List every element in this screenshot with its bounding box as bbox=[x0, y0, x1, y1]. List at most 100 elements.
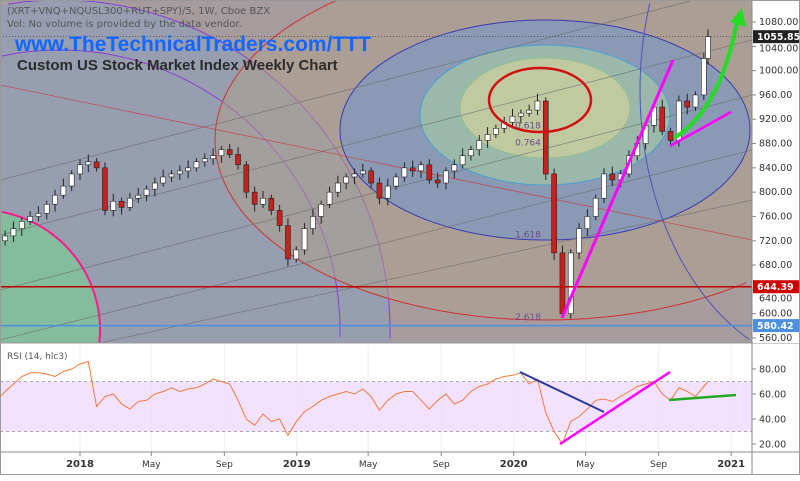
candle bbox=[493, 124, 499, 139]
candle bbox=[193, 158, 200, 172]
candle-body bbox=[285, 225, 291, 260]
fib-ellipse-right-outline bbox=[639, 3, 750, 340]
time-tick-label: May bbox=[142, 460, 161, 470]
candle bbox=[18, 217, 25, 236]
website-watermark: www.TheTechnicalTraders.com/TTT bbox=[15, 33, 371, 56]
candle bbox=[401, 162, 408, 182]
candle bbox=[35, 206, 42, 222]
price-tick-label: 680.00 bbox=[759, 260, 792, 271]
rsi-trendline-blue[interactable] bbox=[519, 371, 605, 413]
candle bbox=[218, 145, 225, 163]
candle bbox=[335, 175, 341, 198]
candle-body bbox=[692, 94, 699, 108]
candle-body bbox=[102, 167, 108, 211]
trendline-magenta-short[interactable] bbox=[669, 110, 732, 148]
candle-body bbox=[326, 191, 333, 205]
candle bbox=[68, 170, 75, 191]
candle bbox=[667, 127, 674, 146]
candle bbox=[77, 159, 83, 181]
price-tick-label: 600.00 bbox=[759, 309, 792, 320]
candle-body bbox=[484, 134, 491, 141]
rsi-axis[interactable]: 80.00 60.00 40.00 20.00 bbox=[752, 365, 786, 451]
candle bbox=[143, 185, 150, 202]
arrow-green-curve[interactable] bbox=[672, 21, 739, 140]
candle-body bbox=[409, 167, 416, 172]
candle bbox=[210, 148, 216, 165]
candle-body bbox=[218, 149, 225, 156]
candle-body bbox=[659, 106, 666, 132]
candle-body bbox=[476, 140, 483, 150]
candle bbox=[592, 194, 599, 221]
candle bbox=[551, 168, 557, 261]
candle-body bbox=[567, 252, 574, 314]
candle-body bbox=[468, 149, 474, 156]
candle-body bbox=[193, 161, 200, 169]
chart-title: Custom US Stock Market Index Weekly Char… bbox=[17, 57, 338, 74]
candle-body bbox=[592, 197, 599, 217]
rsi-trendline-magenta[interactable] bbox=[559, 370, 671, 446]
candle bbox=[384, 178, 391, 206]
candle-body bbox=[118, 200, 125, 208]
price-tick-label: 640.00 bbox=[759, 294, 792, 305]
candle bbox=[226, 144, 233, 159]
candle bbox=[10, 221, 17, 242]
candle-body bbox=[534, 100, 541, 111]
time-tick-label: Sep bbox=[650, 460, 667, 470]
rsi-trendline-green[interactable] bbox=[668, 393, 737, 402]
highlight-ellipse[interactable] bbox=[487, 66, 593, 134]
candle-body bbox=[35, 213, 42, 217]
candle bbox=[518, 109, 524, 124]
symbol-line[interactable]: (XRT+VNQ+NQUSL300+RUT+SPY)/5, 1W, Cboe B… bbox=[7, 6, 271, 17]
fib-circle-left-green-fill bbox=[0, 210, 100, 343]
candle-body bbox=[376, 182, 383, 199]
price-tick-label: 800.00 bbox=[759, 187, 792, 198]
candle bbox=[609, 166, 616, 187]
candle bbox=[43, 200, 50, 220]
candle-body bbox=[609, 173, 616, 181]
rsi-line bbox=[0, 360, 709, 446]
time-tick-label: May bbox=[359, 460, 378, 470]
candle bbox=[251, 186, 258, 212]
price-tick-label: 840.00 bbox=[759, 163, 792, 174]
candle bbox=[160, 169, 166, 187]
candle-body bbox=[518, 112, 524, 117]
candle bbox=[359, 163, 366, 178]
candle bbox=[301, 223, 308, 255]
candle-body bbox=[684, 100, 690, 108]
price-tick-label: 760.00 bbox=[759, 212, 792, 223]
candle-body bbox=[210, 155, 216, 160]
candle bbox=[542, 97, 549, 181]
candle-body bbox=[335, 182, 341, 193]
candle bbox=[426, 159, 433, 184]
candle bbox=[534, 93, 541, 115]
candle bbox=[318, 200, 325, 224]
candle bbox=[601, 168, 607, 204]
candle-body bbox=[576, 228, 582, 254]
candle bbox=[201, 153, 208, 167]
candle-body bbox=[110, 200, 117, 211]
price-axis[interactable]: 1080.00 1040.00 1000.00 960.00 920.00 880.00 8… bbox=[752, 1, 800, 344]
candle bbox=[584, 209, 591, 236]
candle-body bbox=[251, 191, 258, 205]
candle bbox=[152, 177, 158, 197]
arrow-green-head bbox=[730, 8, 746, 27]
fib-ellipse-cyan-outline bbox=[419, 44, 671, 186]
candle-body bbox=[426, 164, 433, 181]
candle bbox=[168, 170, 175, 182]
candle bbox=[368, 167, 374, 188]
candle bbox=[443, 167, 449, 190]
candle-body bbox=[584, 216, 591, 229]
time-tick-label: 2019 bbox=[283, 459, 311, 470]
candle bbox=[692, 91, 699, 111]
price-tick-label: 880.00 bbox=[759, 139, 792, 150]
candle-body bbox=[542, 100, 549, 175]
price-tag-last bbox=[753, 30, 799, 44]
rsi-tick-label: 20.00 bbox=[759, 440, 786, 451]
fib-ellipse-yellow-outline bbox=[459, 57, 631, 159]
time-axis[interactable]: 2018 May Sep 2019 May Sep 2020 May Sep 2021 bbox=[66, 452, 745, 470]
candle-body bbox=[667, 131, 674, 141]
trendline-magenta-main[interactable] bbox=[560, 59, 675, 319]
rsi-label[interactable]: RSI (14, hlc3) bbox=[7, 352, 68, 362]
